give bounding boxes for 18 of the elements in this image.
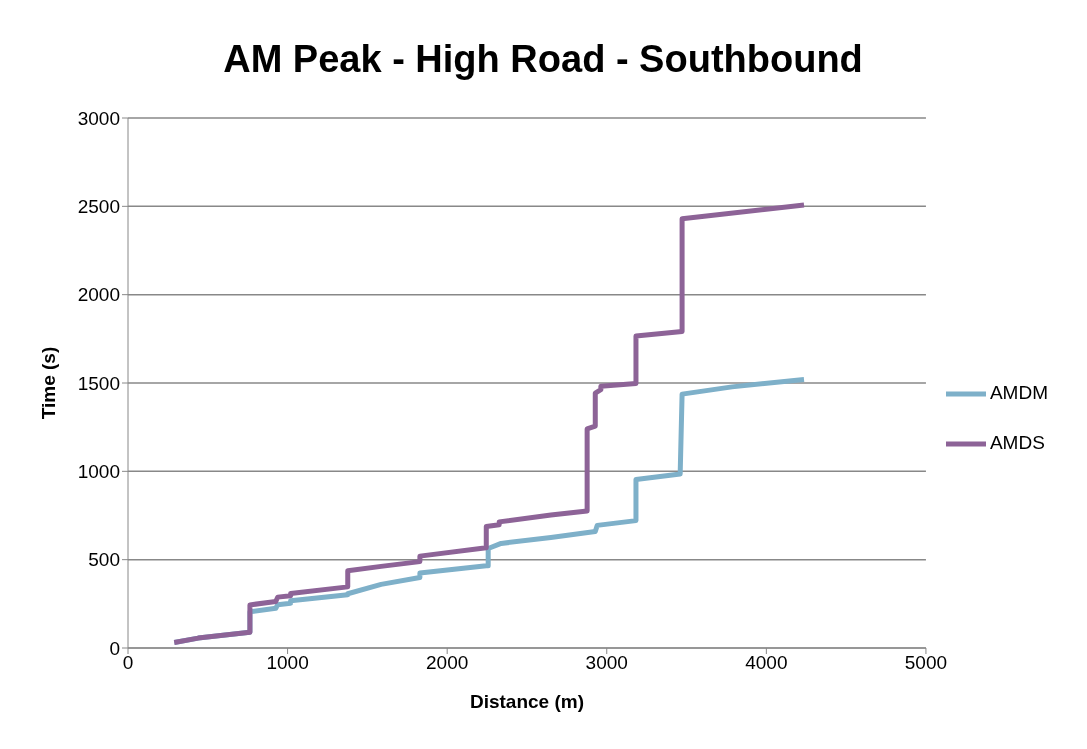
y-tick-label: 0 [109,637,120,659]
legend-label: AMDS [989,432,1045,453]
legend-label: AMDM [989,382,1048,403]
y-tick-label: 3000 [77,107,120,129]
x-tick-label: 3000 [585,652,628,674]
y-axis-title: Time (s) [37,346,59,420]
y-tick-label: 2500 [77,196,120,218]
x-tick-label: 2000 [426,652,469,674]
y-tick-label: 2000 [77,284,120,306]
y-tick-label: 1500 [77,372,120,394]
x-axis-title: Distance (m) [469,691,584,712]
x-tick-label: 5000 [904,652,948,674]
y-tick-label: 500 [88,549,120,571]
chart-title: AM Peak - High Road - Southbound [222,37,864,82]
y-tick-label: 1000 [77,461,120,483]
x-tick-label: 4000 [745,652,788,674]
x-tick-label: 1000 [266,652,309,674]
x-tick-label: 0 [122,652,134,674]
